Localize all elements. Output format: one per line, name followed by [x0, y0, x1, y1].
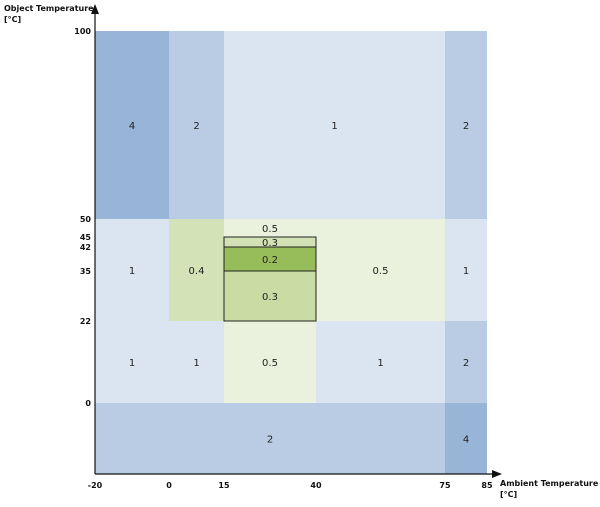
- heatmap-cell: 0.5: [316, 219, 445, 321]
- y-axis-title: Object Temperature [°C]: [4, 3, 94, 25]
- heatmap-cell: 1: [445, 219, 487, 321]
- heatmap-cell: 1: [224, 31, 445, 219]
- heatmap-cell: 1: [169, 321, 224, 403]
- cell-rect: [95, 403, 445, 474]
- heatmap-cell: 4: [95, 31, 169, 219]
- cell-rect: [95, 31, 169, 219]
- heatmap-cell: 2: [445, 321, 487, 403]
- outline-layer: [223, 236, 317, 322]
- cell-rect: [169, 321, 224, 403]
- heatmap-cell: 0.3: [224, 271, 316, 321]
- cell-rect: [224, 247, 316, 271]
- x-tick-label: 40: [310, 481, 322, 490]
- cell-value-label: 0.3: [262, 238, 278, 249]
- heatmap-cell: 4: [445, 403, 487, 474]
- y-tick-label: 35: [80, 267, 92, 276]
- cell-rect: [224, 237, 316, 247]
- heatmap-cell: 0.5: [224, 321, 316, 403]
- x-tick-label: 75: [439, 481, 451, 490]
- cell-value-label: 4: [463, 435, 469, 446]
- cell-rect: [224, 321, 316, 403]
- x-tick-label: 85: [481, 481, 493, 490]
- heatmap-cell: 1: [95, 219, 169, 321]
- cell-rect: [169, 219, 224, 321]
- x-tick-label: 0: [166, 481, 172, 490]
- y-axis-label: Object Temperature: [4, 4, 94, 13]
- x-tick-label: 15: [218, 481, 230, 490]
- y-tick-label: 45: [80, 233, 92, 242]
- cell-rect: [95, 219, 169, 321]
- heatmap-cell: 0.4: [169, 219, 224, 321]
- y-tick-label: 50: [80, 215, 92, 224]
- cell-value-label: 2: [193, 121, 199, 132]
- cell-value-label: 0.3: [262, 292, 278, 303]
- cell-value-label: 1: [129, 358, 135, 369]
- x-axis-unit: [°C]: [500, 490, 518, 499]
- cell-value-label: 1: [129, 266, 135, 277]
- cell-value-label: 0.4: [189, 266, 205, 277]
- heatmap-cell: 2: [169, 31, 224, 219]
- cell-value-label: 2: [463, 121, 469, 132]
- cell-rect: [316, 321, 445, 403]
- cell-rect: [224, 31, 445, 219]
- heatmap-cell: 1: [316, 321, 445, 403]
- cell-value-label: 2: [463, 358, 469, 369]
- y-tick-label: 100: [74, 27, 91, 36]
- cell-value-label: 1: [331, 121, 337, 132]
- highlight-outline: [223, 236, 317, 322]
- cell-value-label: 1: [377, 358, 383, 369]
- cell-value-label: 0.5: [373, 266, 389, 277]
- cell-rect: [445, 403, 487, 474]
- cell-value-label: 0.5: [262, 358, 278, 369]
- cell-value-label: 2: [267, 435, 273, 446]
- cell-rect: [445, 321, 487, 403]
- cell-value-label: 4: [129, 121, 135, 132]
- heatmap-cell: 2: [95, 403, 445, 474]
- x-axis-title: Ambient Temperature [°C]: [500, 478, 598, 500]
- cell-rect: [445, 31, 487, 219]
- cells-layer: 4 2 1 2 1 0.4 0.5 0.3 0.2 0.3 0.5 1 1 1 0.5 1 2 2 4: [95, 31, 487, 474]
- cell-rect: [445, 219, 487, 321]
- cell-value-label: 0.2: [262, 255, 278, 266]
- heatmap-cell: 1: [95, 321, 169, 403]
- cell-value-label: 1: [193, 358, 199, 369]
- heatmap-cell: 0.3: [224, 237, 316, 249]
- y-tick-label: 42: [80, 243, 91, 252]
- y-tick-label: 0: [85, 399, 91, 408]
- cell-rect: [316, 219, 445, 321]
- y-axis-arrow: [91, 4, 99, 14]
- cell-rect: [95, 321, 169, 403]
- x-axis-arrow: [492, 470, 502, 478]
- heatmap-cell: 0.5: [224, 219, 316, 237]
- heatmap-cell: 2: [445, 31, 487, 219]
- x-tick-label: -20: [88, 481, 103, 490]
- y-axis-unit: [°C]: [4, 15, 22, 24]
- y-tick-label: 22: [80, 317, 91, 326]
- cell-rect: [224, 219, 316, 237]
- x-axis-label: Ambient Temperature: [500, 479, 599, 488]
- cell-rect: [169, 31, 224, 219]
- cell-rect: [224, 271, 316, 321]
- cell-value-label: 1: [463, 266, 469, 277]
- heatmap-cell: 0.2: [224, 247, 316, 271]
- cell-value-label: 0.5: [262, 224, 278, 235]
- axes-layer: [91, 4, 502, 478]
